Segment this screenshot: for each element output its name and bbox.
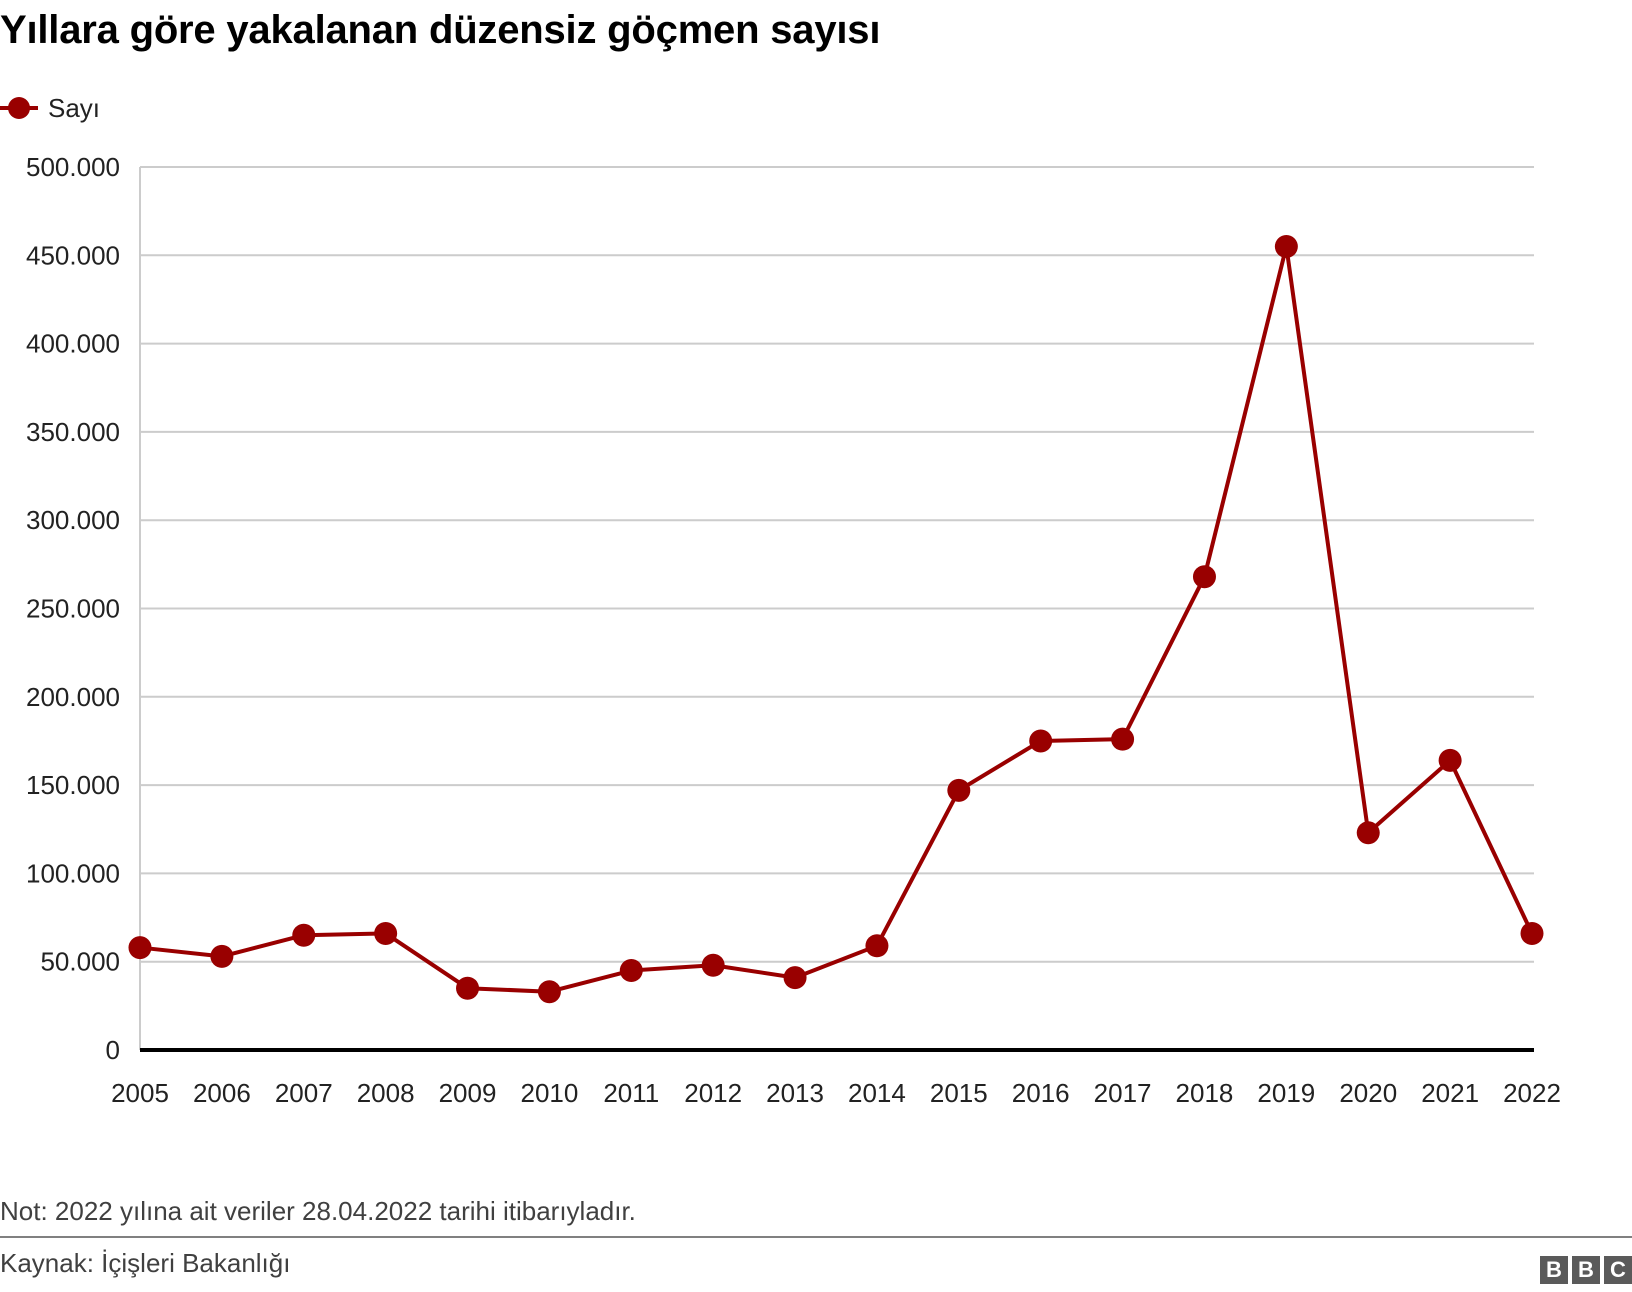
data-point[interactable] xyxy=(701,953,725,977)
x-tick-label: 2010 xyxy=(520,1078,578,1108)
chart-source: Kaynak: İçişleri Bakanlığı xyxy=(0,1248,291,1278)
data-point[interactable] xyxy=(374,921,398,945)
line-chart: 0 50.000 100.000 150.000 200.000 250.000 300.0… xyxy=(26,152,1561,1108)
data-point[interactable] xyxy=(128,936,152,960)
data-point[interactable] xyxy=(865,934,889,958)
x-tick-label: 2022 xyxy=(1503,1078,1561,1108)
data-point[interactable] xyxy=(1520,921,1544,945)
data-point[interactable] xyxy=(1438,748,1462,772)
y-tick-label: 200.000 xyxy=(26,682,120,712)
data-point[interactable] xyxy=(947,778,971,802)
data-point[interactable] xyxy=(1192,565,1216,589)
x-tick-label: 2009 xyxy=(439,1078,497,1108)
x-tick-label: 2014 xyxy=(848,1078,906,1108)
data-point[interactable] xyxy=(210,944,234,968)
x-tick-label: 2005 xyxy=(111,1078,169,1108)
x-tick-label: 2016 xyxy=(1012,1078,1070,1108)
x-tick-label: 2011 xyxy=(603,1078,659,1108)
data-point[interactable] xyxy=(1356,821,1380,845)
series-line xyxy=(139,244,1534,994)
bbc-logo: B B C xyxy=(1540,1256,1632,1284)
legend: Sayı xyxy=(0,88,100,128)
x-tick-label: 2007 xyxy=(275,1078,333,1108)
x-tick-label: 2019 xyxy=(1257,1078,1315,1108)
x-tick-label: 2015 xyxy=(930,1078,988,1108)
data-point[interactable] xyxy=(1111,727,1135,751)
y-tick-label: 300.000 xyxy=(26,505,120,535)
footer-divider xyxy=(0,1236,1632,1238)
x-tick-label: 2006 xyxy=(193,1078,251,1108)
x-tick-label: 2012 xyxy=(684,1078,742,1108)
x-tick-label: 2018 xyxy=(1176,1078,1234,1108)
y-tick-label: 150.000 xyxy=(26,770,120,800)
chart-title: Yıllara göre yakalanan düzensiz göçmen s… xyxy=(0,8,881,52)
data-point[interactable] xyxy=(537,980,561,1004)
legend-label: Sayı xyxy=(48,92,101,123)
y-tick-label: 350.000 xyxy=(26,417,120,447)
y-tick-label: 500.000 xyxy=(26,152,120,182)
x-tick-label: 2021 xyxy=(1421,1078,1479,1108)
data-point[interactable] xyxy=(456,976,480,1000)
y-tick-label: 50.000 xyxy=(40,947,120,977)
y-tick-label: 0 xyxy=(106,1035,120,1065)
legend-marker-icon xyxy=(0,97,38,119)
x-tick-label: 2017 xyxy=(1094,1078,1152,1108)
data-point[interactable] xyxy=(292,923,316,947)
bbc-logo-letter: B xyxy=(1572,1256,1600,1284)
y-tick-label: 400.000 xyxy=(26,329,120,359)
bbc-logo-letter: B xyxy=(1540,1256,1568,1284)
x-tick-label: 2008 xyxy=(357,1078,415,1108)
y-tick-label: 250.000 xyxy=(26,594,120,624)
y-tick-label: 450.000 xyxy=(26,240,120,270)
chart-note: Not: 2022 yılına ait veriler 28.04.2022 … xyxy=(0,1196,636,1226)
x-tick-label: 2013 xyxy=(766,1078,824,1108)
data-point[interactable] xyxy=(1274,234,1298,258)
x-tick-label: 2020 xyxy=(1339,1078,1397,1108)
data-point[interactable] xyxy=(1029,729,1053,753)
data-point[interactable] xyxy=(783,966,807,990)
data-point[interactable] xyxy=(619,959,643,983)
y-tick-label: 100.000 xyxy=(26,858,120,888)
bbc-logo-letter: C xyxy=(1604,1256,1632,1284)
